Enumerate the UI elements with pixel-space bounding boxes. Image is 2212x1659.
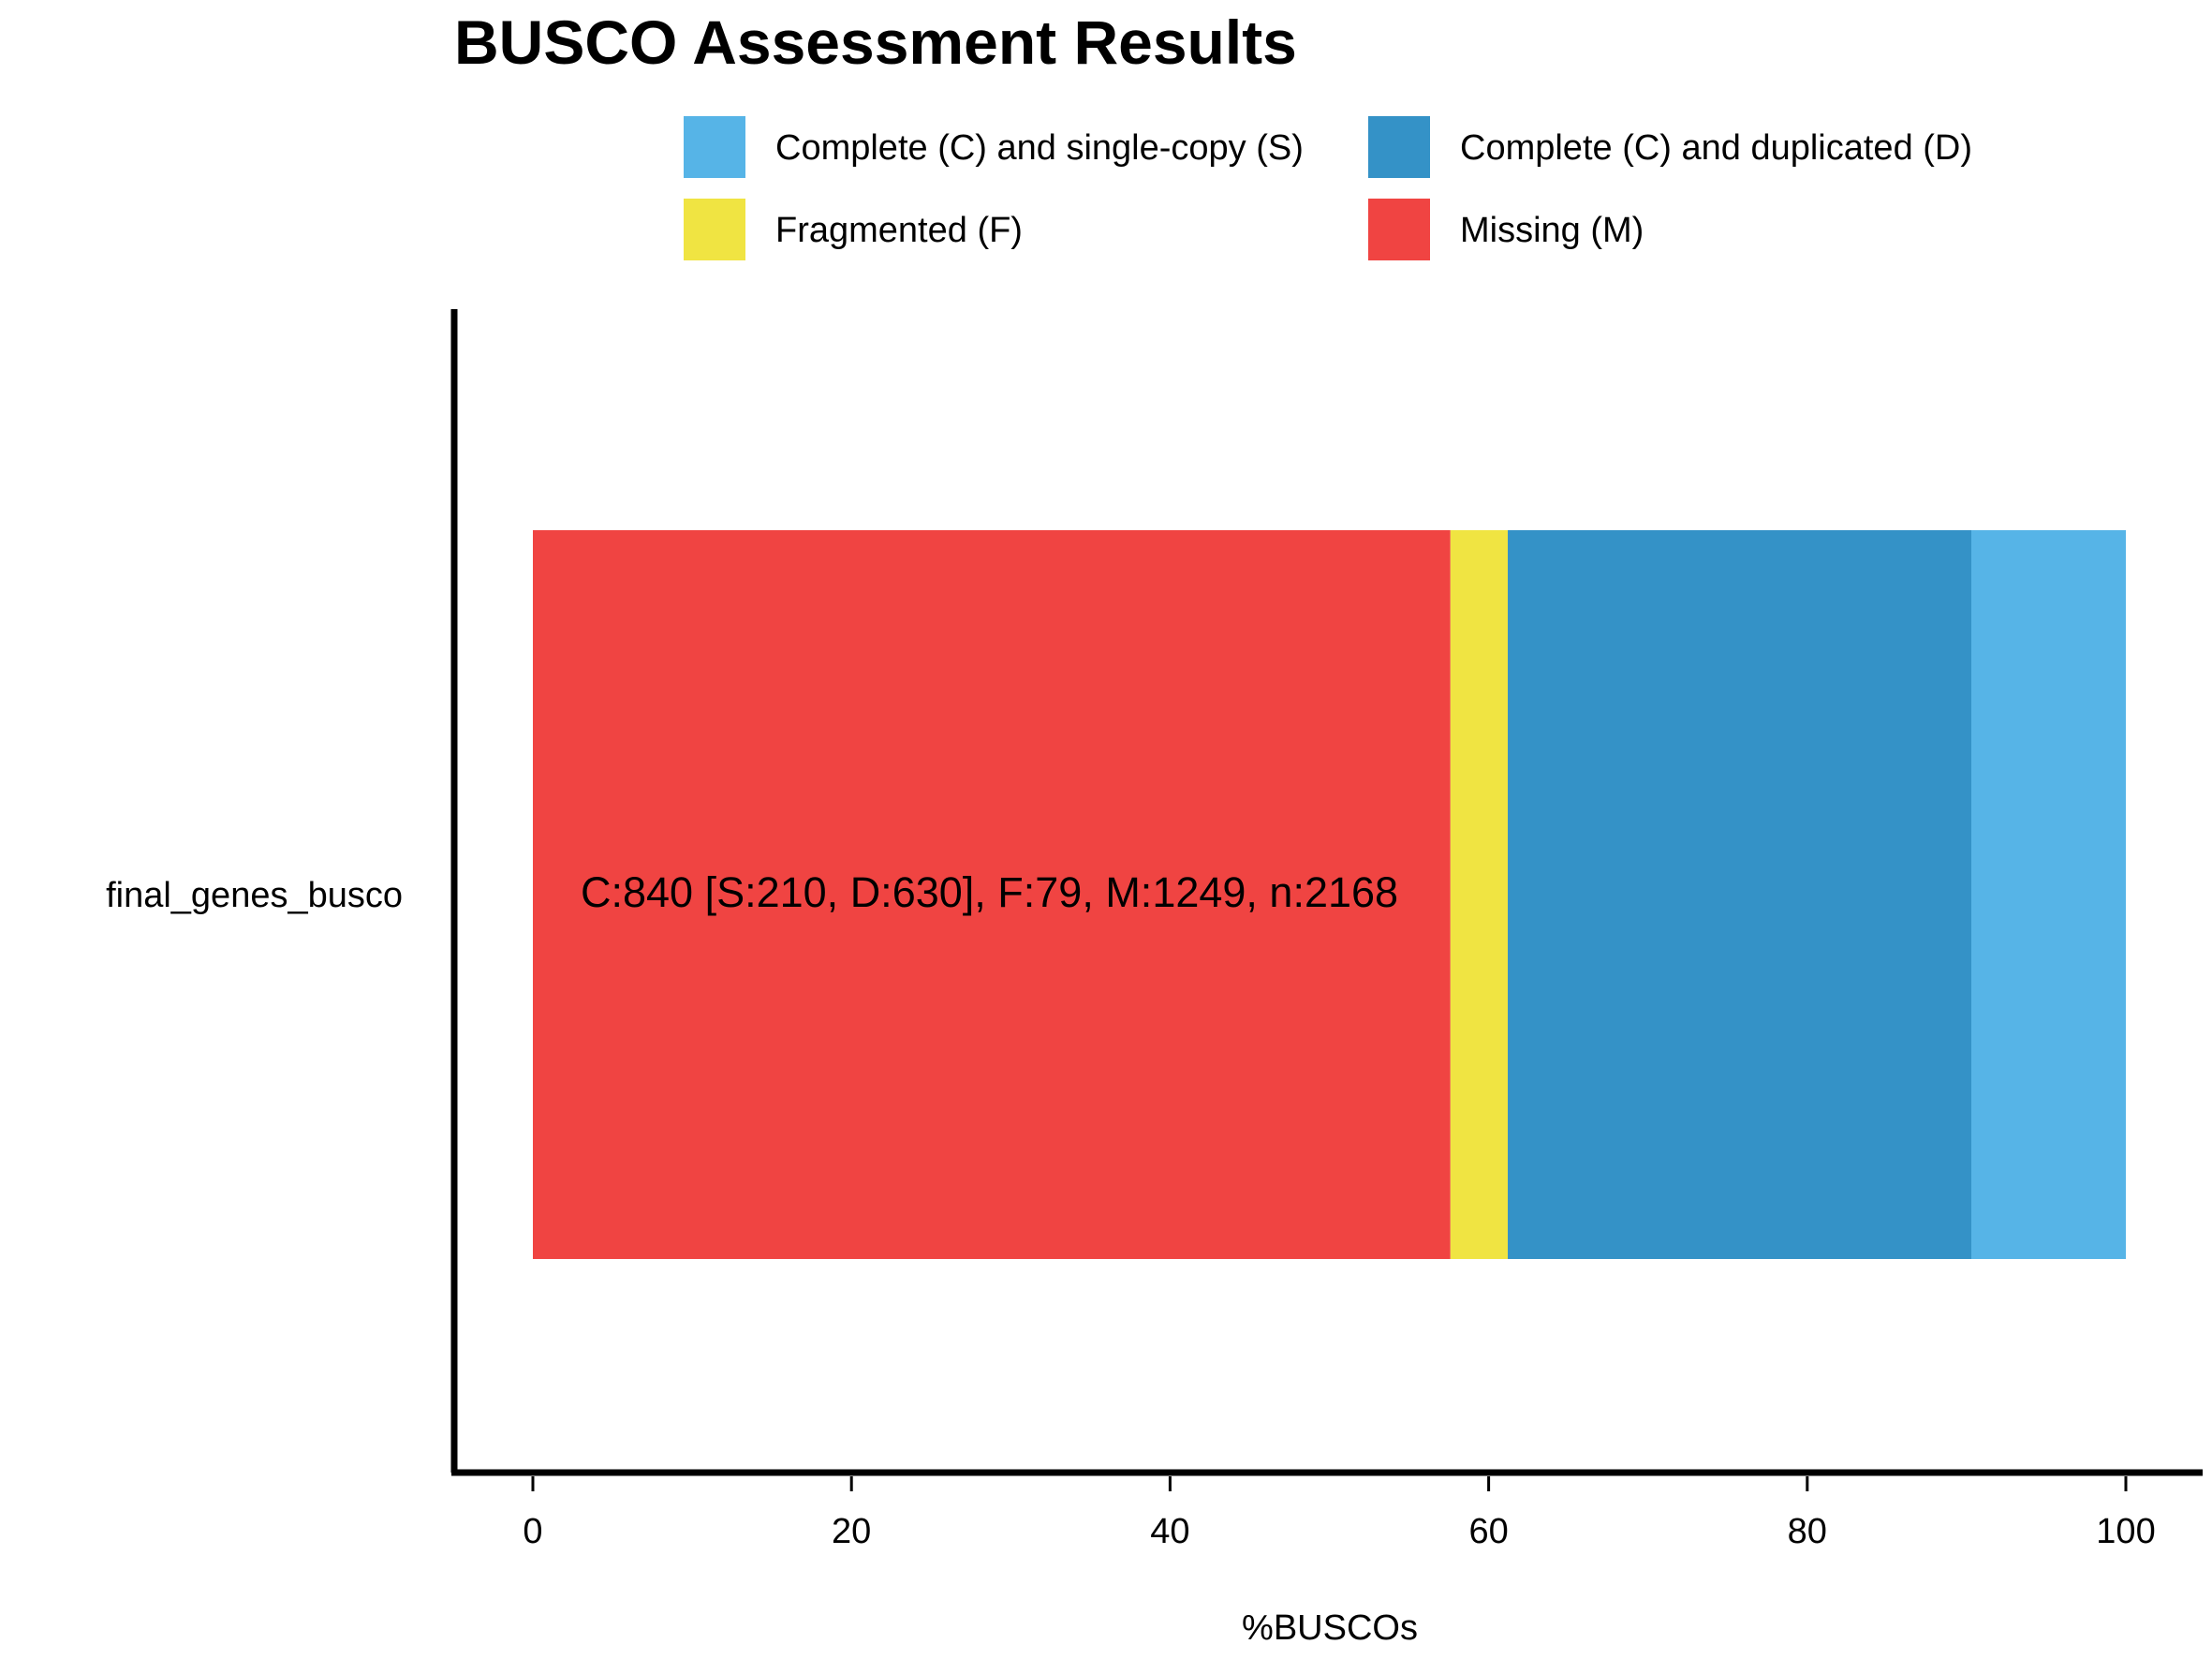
legend-label: Missing (M)	[1460, 211, 1644, 250]
bars	[533, 530, 2126, 1259]
bar-segment-4	[1971, 530, 2126, 1259]
bar-segment-1	[533, 530, 1451, 1259]
legend-label: Complete (C) and single-copy (S)	[775, 128, 1304, 168]
x-tick-label: 80	[1788, 1512, 1827, 1551]
legend: Complete (C) and single-copy (S) Complete…	[684, 116, 1972, 260]
legend-label: Complete (C) and duplicated (D)	[1460, 128, 1972, 168]
x-tick-label: 20	[832, 1512, 871, 1551]
x-axis-ticks: 0 20 40 60 80 100	[523, 1476, 2156, 1551]
x-tick-label: 40	[1150, 1512, 1189, 1551]
y-tick-label: final_genes_busco	[106, 876, 403, 915]
x-axis-title: %BUSCOs	[1242, 1608, 1418, 1648]
legend-label: Fragmented (F)	[775, 211, 1023, 250]
x-tick-label: 0	[523, 1512, 542, 1551]
legend-swatch	[1368, 199, 1430, 260]
x-tick-label: 100	[2096, 1512, 2155, 1551]
bar-annotation: C:840 [S:210, D:630], F:79, M:1249, n:21…	[581, 868, 1398, 916]
legend-swatch	[684, 116, 745, 178]
bar-segment-3	[1508, 530, 1972, 1259]
y-axis-labels: final_genes_busco	[106, 876, 403, 915]
legend-swatch	[1368, 116, 1430, 178]
bar-segment-2	[1450, 530, 1509, 1259]
chart-title: BUSCO Assessment Results	[454, 7, 1297, 77]
x-tick-label: 60	[1468, 1512, 1508, 1551]
legend-swatch	[684, 199, 745, 260]
